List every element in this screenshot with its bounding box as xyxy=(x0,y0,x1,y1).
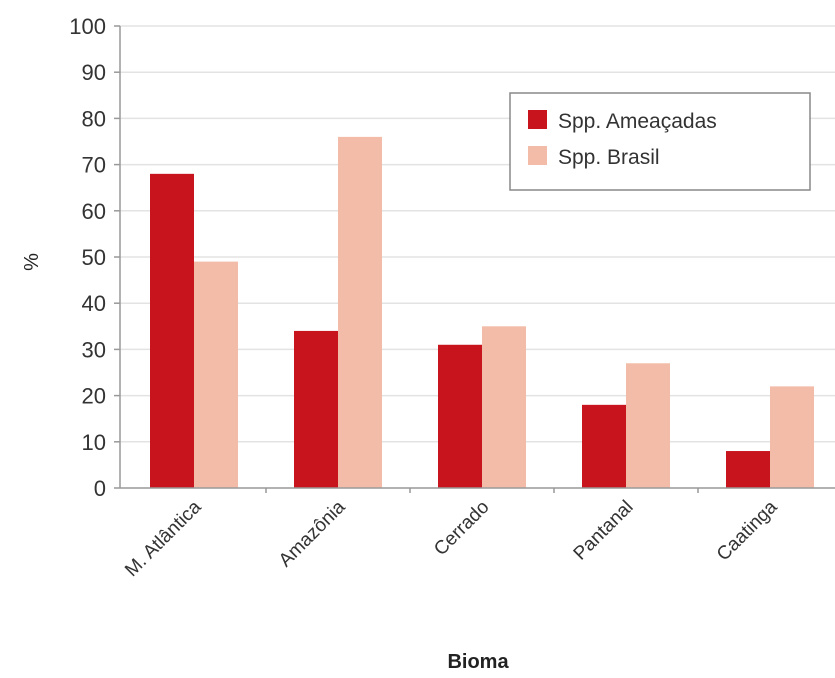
x-tick-label: Cerrado xyxy=(430,497,493,560)
x-tick-label: Pantanal xyxy=(570,497,638,565)
y-tick-label: 20 xyxy=(82,384,106,409)
gridlines xyxy=(120,25,835,443)
y-tick-label: 60 xyxy=(82,199,106,224)
legend-label-threatened: Spp. Ameaçadas xyxy=(558,110,717,133)
bar-brasil xyxy=(770,386,814,488)
y-tick-label: 10 xyxy=(82,430,106,455)
legend: Spp. Ameaçadas Spp. Brasil xyxy=(509,92,811,191)
y-axis-title: % xyxy=(21,253,43,271)
bar-brasil xyxy=(482,326,526,488)
x-tick-labels: M. Atlântica Amazônia Cerrado Pantanal Caati… xyxy=(121,496,782,581)
legend-box xyxy=(509,92,811,191)
x-tick-label: M. Atlântica xyxy=(121,496,206,581)
bar-threatened xyxy=(150,173,194,488)
legend-swatch-threatened xyxy=(528,110,547,129)
bar-brasil xyxy=(194,261,238,488)
y-tick-label: 80 xyxy=(82,106,106,131)
bar-threatened xyxy=(438,344,482,488)
bars xyxy=(150,136,814,488)
bar-brasil xyxy=(338,136,382,488)
y-tick-label: 70 xyxy=(82,153,106,178)
legend-label-brasil: Spp. Brasil xyxy=(558,146,660,169)
y-tick-label: 50 xyxy=(82,245,106,270)
x-axis-title: Bioma xyxy=(447,651,509,673)
y-tick-label: 90 xyxy=(82,60,106,85)
legend-swatch-brasil xyxy=(528,146,547,165)
axes xyxy=(114,25,835,493)
y-tick-labels: 0 10 20 30 40 50 60 70 80 90 100 xyxy=(69,14,106,501)
y-tick-label: 40 xyxy=(82,291,106,316)
x-tick-label: Caatinga xyxy=(713,496,782,565)
bar-brasil xyxy=(626,363,670,488)
x-tick-label: Amazônia xyxy=(275,496,350,571)
y-tick-label: 0 xyxy=(94,476,106,501)
y-tick-label: 100 xyxy=(69,14,106,39)
y-tick-label: 30 xyxy=(82,337,106,362)
bar-threatened xyxy=(582,404,626,488)
bar-threatened xyxy=(294,330,338,488)
bar-threatened xyxy=(726,451,770,488)
